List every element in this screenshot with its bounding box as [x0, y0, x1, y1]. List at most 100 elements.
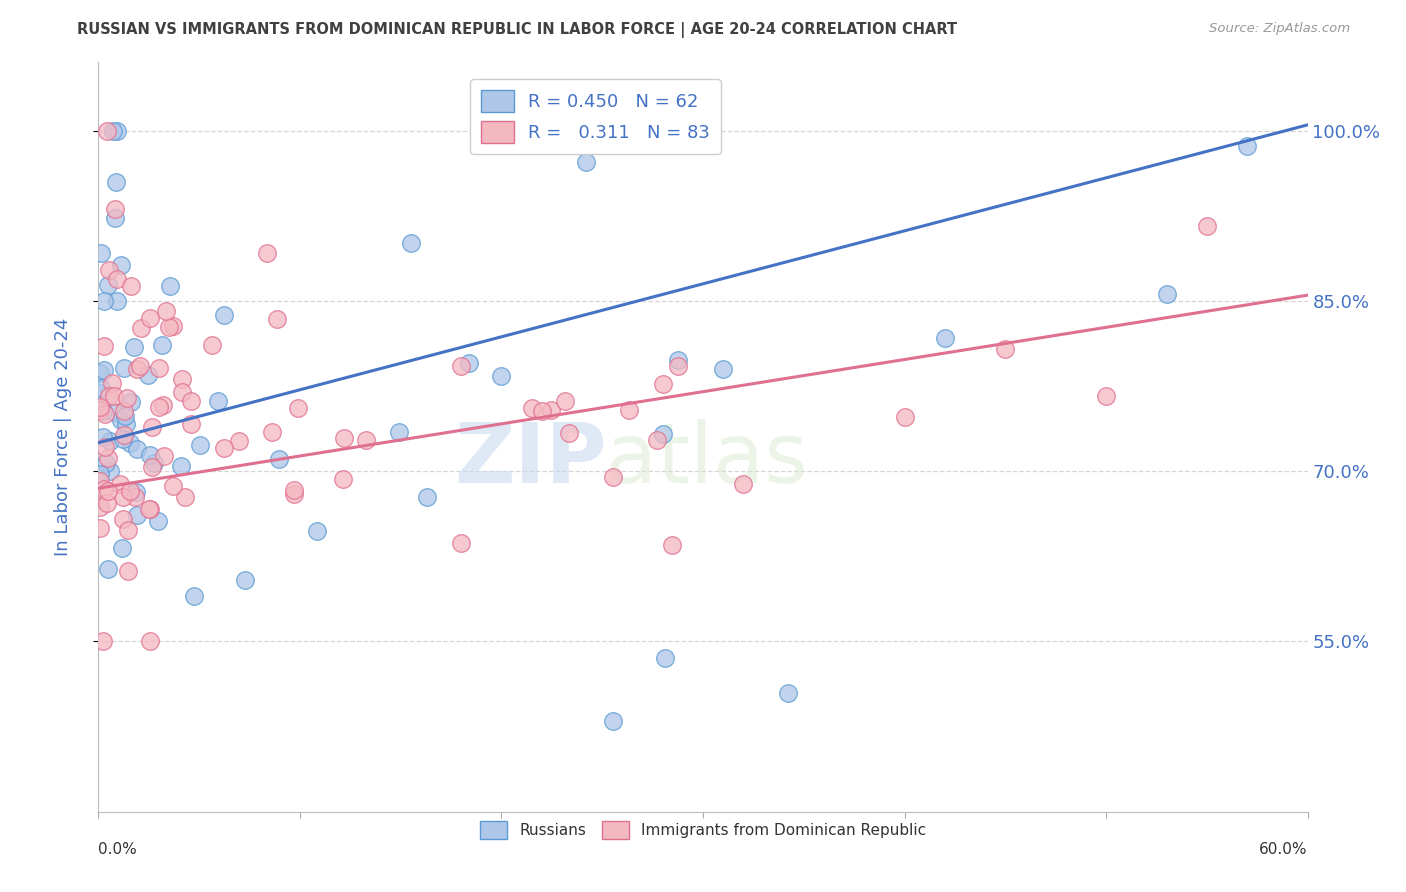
Point	[138, 310, 160, 325]
Point	[530, 403, 553, 417]
Point	[148, 514, 170, 528]
Point	[105, 272, 128, 286]
Point	[103, 389, 125, 403]
Point	[125, 484, 148, 499]
Point	[307, 524, 329, 539]
Text: 60.0%: 60.0%	[1260, 842, 1308, 856]
Point	[141, 419, 163, 434]
Point	[98, 434, 121, 448]
Point	[89, 402, 111, 417]
Point	[112, 490, 135, 504]
Point	[155, 304, 177, 318]
Text: RUSSIAN VS IMMIGRANTS FROM DOMINICAN REPUBLIC IN LABOR FORCE | AGE 20-24 CORRELA: RUSSIAN VS IMMIGRANTS FROM DOMINICAN REP…	[77, 22, 957, 38]
Point	[127, 508, 149, 522]
Point	[105, 293, 128, 308]
Point	[157, 320, 180, 334]
Point	[332, 431, 354, 445]
Point	[602, 470, 624, 484]
Point	[118, 483, 141, 498]
Point	[112, 360, 135, 375]
Point	[283, 483, 305, 497]
Point	[97, 263, 120, 277]
Point	[520, 401, 543, 415]
Point	[180, 393, 202, 408]
Point	[387, 425, 409, 439]
Text: Source: ZipAtlas.com: Source: ZipAtlas.com	[1209, 22, 1350, 36]
Point	[93, 440, 115, 454]
Point	[89, 521, 111, 535]
Point	[96, 123, 118, 137]
Point	[94, 456, 117, 470]
Point	[153, 450, 176, 464]
Point	[148, 401, 170, 415]
Point	[228, 434, 250, 448]
Point	[233, 574, 256, 588]
Point	[212, 308, 235, 322]
Point	[139, 502, 162, 516]
Point	[110, 258, 132, 272]
Point	[101, 376, 124, 390]
Point	[110, 413, 132, 427]
Point	[93, 363, 115, 377]
Point	[654, 651, 676, 665]
Point	[138, 502, 160, 516]
Point	[174, 491, 197, 505]
Point	[283, 487, 305, 501]
Y-axis label: In Labor Force | Age 20-24: In Labor Force | Age 20-24	[53, 318, 72, 557]
Point	[105, 175, 128, 189]
Point	[1236, 138, 1258, 153]
Point	[115, 391, 138, 405]
Point	[139, 634, 162, 648]
Point	[668, 359, 690, 374]
Point	[148, 361, 170, 376]
Point	[645, 433, 668, 447]
Point	[115, 417, 138, 431]
Point	[1156, 287, 1178, 301]
Point	[91, 430, 114, 444]
Point	[98, 464, 121, 478]
Point	[93, 482, 115, 496]
Point	[89, 475, 111, 489]
Point	[201, 338, 224, 352]
Point	[136, 368, 159, 382]
Point	[112, 404, 135, 418]
Point	[89, 367, 111, 381]
Point	[602, 714, 624, 728]
Point	[90, 245, 112, 260]
Point	[183, 589, 205, 603]
Point	[91, 404, 114, 418]
Point	[97, 450, 120, 465]
Point	[127, 442, 149, 456]
Point	[128, 359, 150, 374]
Point	[159, 278, 181, 293]
Point	[558, 426, 581, 441]
Point	[162, 479, 184, 493]
Point	[457, 356, 479, 370]
Point	[711, 361, 734, 376]
Point	[934, 331, 956, 345]
Point	[266, 312, 288, 326]
Point	[112, 427, 135, 442]
Point	[778, 685, 800, 699]
Point	[108, 477, 131, 491]
Point	[142, 456, 165, 470]
Point	[661, 538, 683, 552]
Point	[93, 407, 115, 421]
Point	[97, 483, 120, 498]
Point	[666, 353, 689, 368]
Point	[188, 438, 211, 452]
Legend: Russians, Immigrants from Dominican Republic: Russians, Immigrants from Dominican Repu…	[474, 814, 932, 846]
Point	[89, 467, 111, 481]
Point	[103, 405, 125, 419]
Point	[356, 433, 378, 447]
Point	[450, 359, 472, 373]
Text: ZIP: ZIP	[454, 419, 606, 500]
Point	[1195, 219, 1218, 233]
Point	[111, 512, 134, 526]
Point	[91, 634, 114, 648]
Point	[112, 432, 135, 446]
Point	[150, 338, 173, 352]
Point	[90, 386, 112, 401]
Point	[554, 394, 576, 409]
Point	[893, 410, 915, 425]
